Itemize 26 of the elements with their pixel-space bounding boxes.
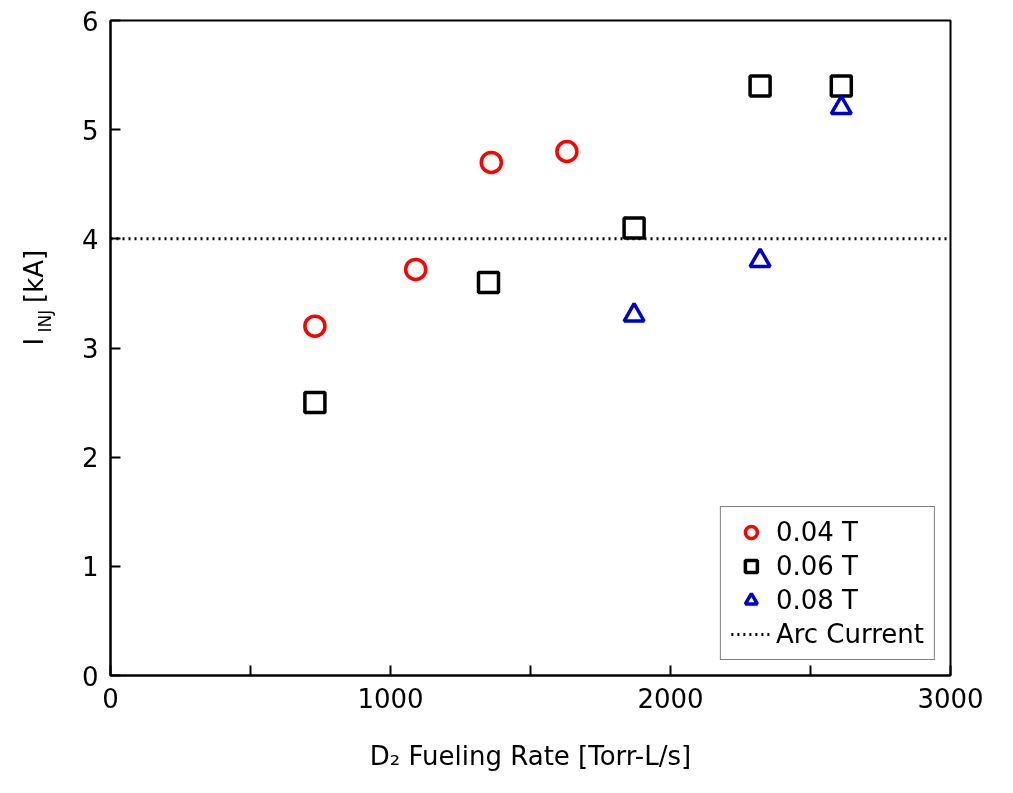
y-tick-label: 1 <box>81 552 99 583</box>
point <box>748 74 772 98</box>
x-axis-title: D₂ Fueling Rate [Torr-L/s] <box>369 740 692 771</box>
y-tick-label: 5 <box>81 115 99 146</box>
legend-label: 0.08 T <box>775 585 858 615</box>
legend-label: Arc Current <box>775 619 924 649</box>
y-tick-label: 3 <box>81 334 99 364</box>
y-axis-title: IINJ [kA] <box>18 249 55 346</box>
y-tick-label: 0 <box>81 661 99 692</box>
point <box>622 216 646 240</box>
point <box>476 270 501 295</box>
x-tick-label: 2000 <box>637 683 704 714</box>
x-tick-label: 3000 <box>917 683 984 714</box>
point <box>829 74 854 98</box>
point <box>403 257 428 282</box>
y-tick-label: 6 <box>81 6 99 37</box>
legend-label: 0.04 T <box>775 517 858 547</box>
y-tick-label: 2 <box>81 443 99 474</box>
x-tick-label: 1000 <box>357 683 424 714</box>
point <box>303 390 327 415</box>
legend-label: 0.06 T <box>775 551 858 581</box>
point <box>479 150 504 175</box>
point <box>555 139 579 164</box>
y-tick-label: 4 <box>81 224 99 255</box>
point <box>303 314 327 338</box>
x-tick-label: 0 <box>102 683 119 714</box>
